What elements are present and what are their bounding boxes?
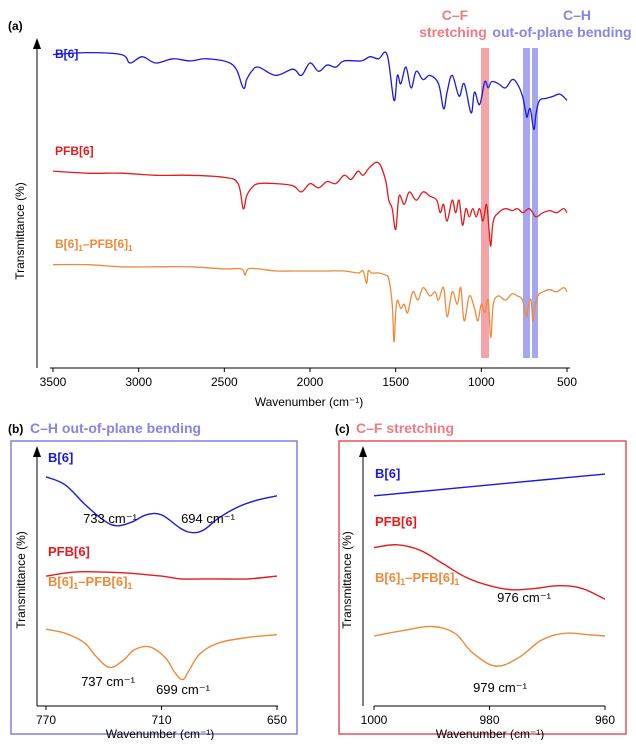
x-tick-label: 500 xyxy=(557,375,577,389)
ch-band-694 xyxy=(532,48,538,358)
cf-band-label-1: C–F xyxy=(442,7,469,23)
annotation-979: 979 cm⁻¹ xyxy=(473,680,527,695)
series-label-pfb6-b: PFB[6] xyxy=(48,544,90,559)
x-tick-label: 960 xyxy=(595,713,615,727)
panel-c: (c) C–F stretching B[6] PFB[6] B[6]1–PFB… xyxy=(335,420,627,741)
series-label-pfb6-c: PFB[6] xyxy=(375,514,417,529)
panel-b: (b) C–H out-of-plane bending B[6] PFB[6]… xyxy=(8,420,298,741)
x-tick-label: 770 xyxy=(36,713,56,727)
series-line-a-1 xyxy=(52,161,568,247)
ch-band-label-1: C–H xyxy=(563,7,591,23)
x-tick-label: 2000 xyxy=(297,375,324,389)
x-tick-label: 710 xyxy=(151,713,171,727)
series-line-a-2 xyxy=(52,263,568,343)
series-label-b6-c: B[6] xyxy=(375,466,400,481)
series-label-b6-a: B[6] xyxy=(55,47,78,61)
y-axis-arrow-a xyxy=(33,38,41,49)
series-line-b-2 xyxy=(45,628,278,681)
x-axis-label-c: Wavenumber (cm⁻¹) xyxy=(436,727,545,740)
series-label-b6pfb6-a: B[6]1–PFB[6]1 xyxy=(55,237,133,253)
x-ticks-c: 1000 980 960 xyxy=(361,706,615,727)
y-axis-label-b: Transmittance (%) xyxy=(14,531,28,629)
annotation-699: 699 cm⁻¹ xyxy=(156,682,210,697)
annotation-694: 694 cm⁻¹ xyxy=(181,511,235,526)
y-axis-label-a: Transmittance (%) xyxy=(13,182,27,280)
ch-band-label-2: out-of-plane bending xyxy=(492,24,631,40)
x-tick-label: 1000 xyxy=(361,713,388,727)
x-axis-label-b: Wavenumber (cm⁻¹) xyxy=(106,727,215,740)
x-tick-label: 1500 xyxy=(382,375,409,389)
x-tick-label: 1000 xyxy=(468,375,495,389)
series-line-a-0 xyxy=(52,51,568,131)
ch-band-733 xyxy=(523,48,530,358)
y-axis-arrow-b xyxy=(33,446,41,457)
panel-b-curves xyxy=(45,476,278,681)
panel-a: (a) C–F stretching C–H out-of-plane bend… xyxy=(8,7,632,409)
x-tick-label: 650 xyxy=(267,713,287,727)
panel-b-title: C–H out-of-plane bending xyxy=(30,420,201,436)
x-axis-label-a: Wavenumber (cm⁻¹) xyxy=(255,395,364,409)
x-ticks-b: 770 710 650 xyxy=(36,706,287,727)
series-line-c-2 xyxy=(373,625,606,667)
x-tick-label: 980 xyxy=(479,713,499,727)
series-line-c-0 xyxy=(373,473,606,497)
panel-c-frame xyxy=(338,440,627,735)
series-line-c-1 xyxy=(373,544,606,600)
y-axis-arrow-c xyxy=(359,446,367,457)
panel-c-letter: (c) xyxy=(335,422,350,436)
panel-c-title: C–F stretching xyxy=(356,420,454,436)
x-tick-label: 3500 xyxy=(40,375,67,389)
series-label-b6pfb6-b: B[6]1–PFB[6]1 xyxy=(48,574,132,591)
series-label-b6-b: B[6] xyxy=(48,450,73,465)
series-label-pfb6-a: PFB[6] xyxy=(55,144,94,158)
panel-a-curves xyxy=(52,51,568,343)
x-tick-label: 2500 xyxy=(211,375,238,389)
series-line-b-1 xyxy=(45,570,278,580)
cf-band-label-2: stretching xyxy=(419,24,487,40)
cf-band xyxy=(481,48,489,358)
annotation-737: 737 cm⁻¹ xyxy=(81,674,135,689)
annotation-733: 733 cm⁻¹ xyxy=(83,511,137,526)
panel-b-frame xyxy=(10,440,298,735)
x-ticks-a: 3500 3000 2500 2000 1500 1000 500 xyxy=(40,368,577,389)
series-line-b-0 xyxy=(45,476,278,534)
panel-c-curves xyxy=(373,473,606,667)
panel-a-letter: (a) xyxy=(8,19,23,33)
panel-b-letter: (b) xyxy=(8,422,23,436)
series-label-b6pfb6-c: B[6]1–PFB[6]1 xyxy=(375,570,459,587)
annotation-976: 976 cm⁻¹ xyxy=(497,590,551,605)
y-axis-label-c: Transmittance (%) xyxy=(340,531,354,629)
x-tick-label: 3000 xyxy=(125,375,152,389)
